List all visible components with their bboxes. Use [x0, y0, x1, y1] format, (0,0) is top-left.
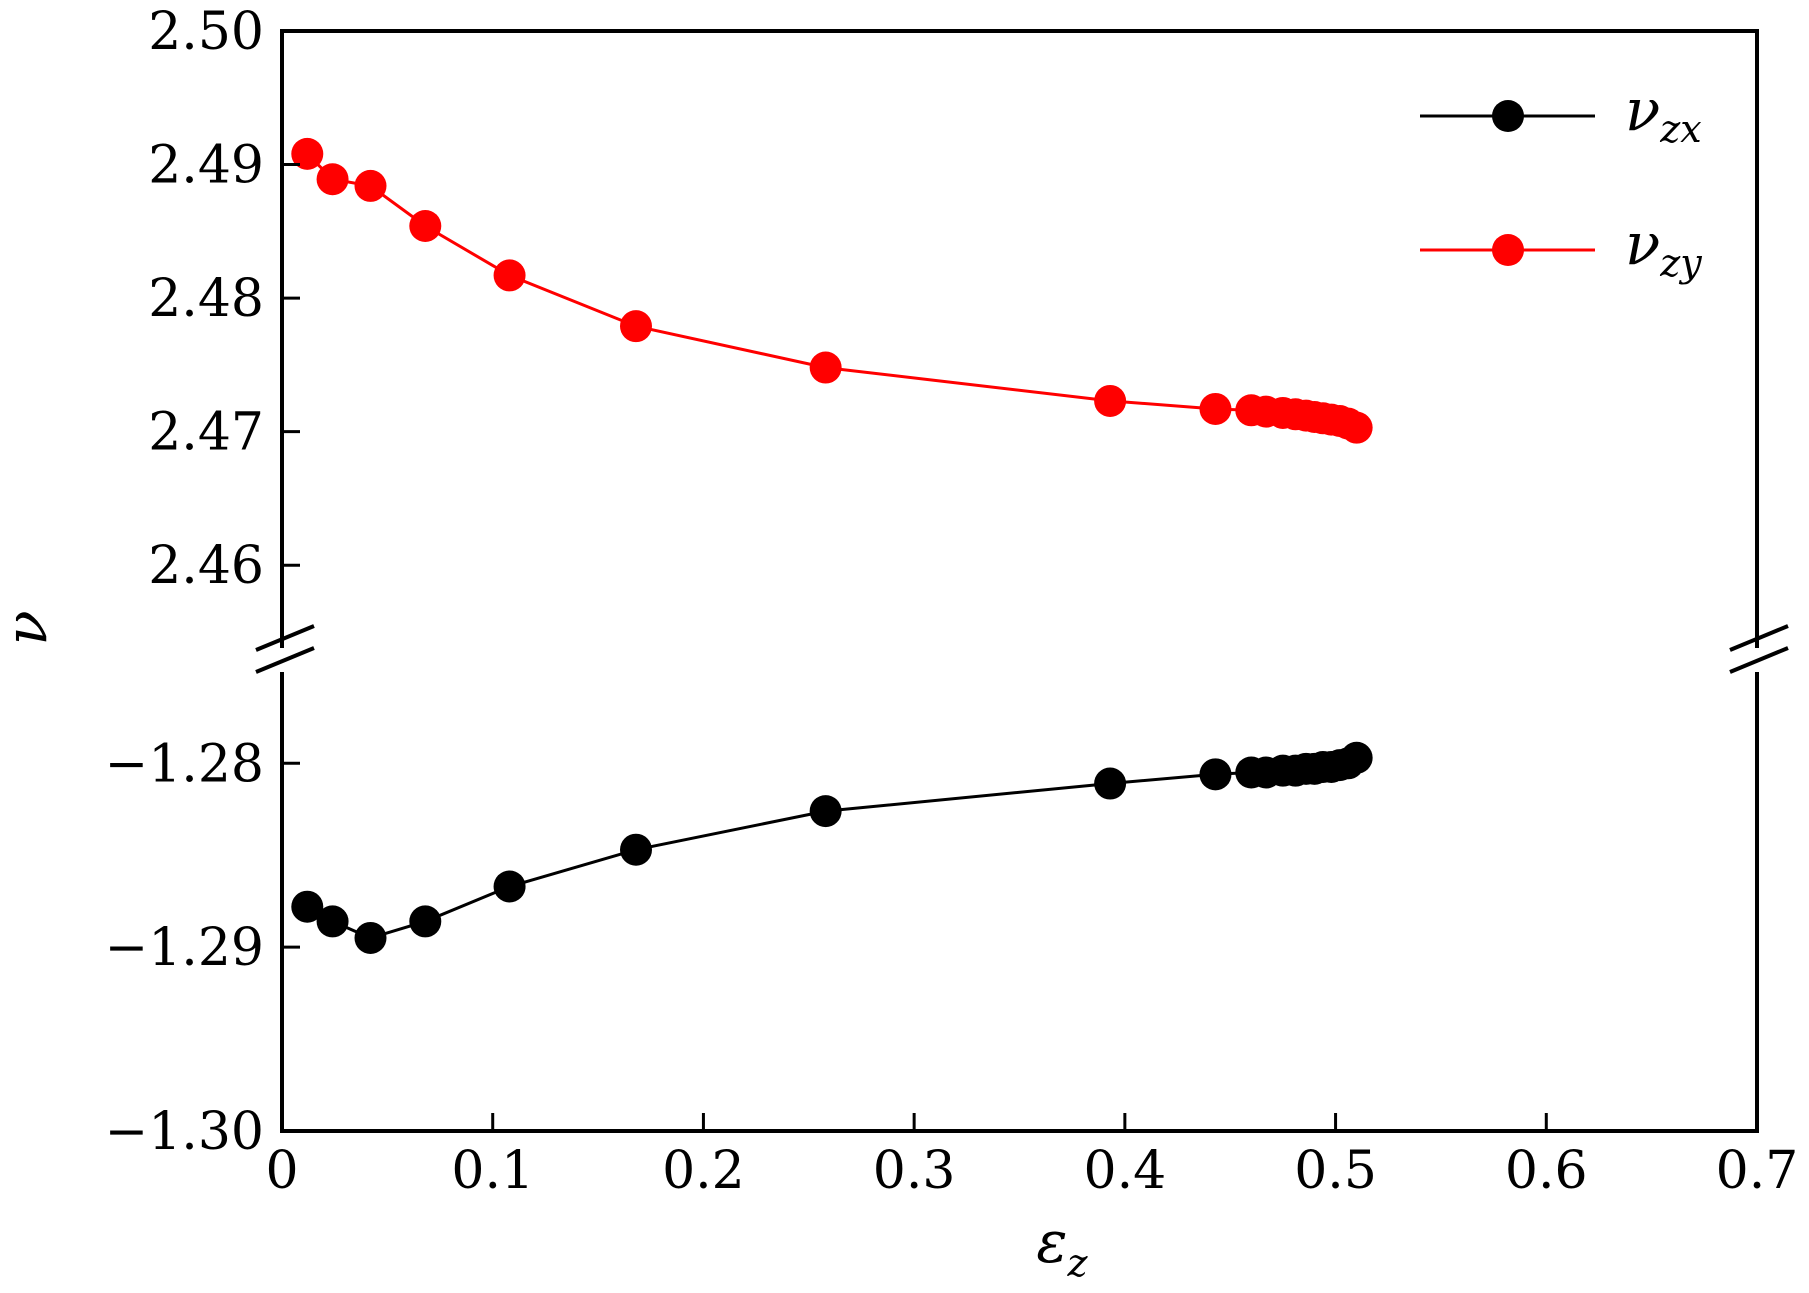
legend-item-zx: νzx: [1420, 76, 1702, 151]
legend-marker-zx: [1492, 100, 1524, 132]
data-point-zx: [409, 905, 442, 938]
y-tick-label: 2.50: [148, 2, 264, 62]
y-tick-label: −1.29: [105, 918, 264, 978]
x-tick-label: 0.5: [1294, 1141, 1377, 1201]
data-point-zy: [409, 209, 442, 242]
y-tick-label: 2.47: [148, 403, 264, 463]
y-tick-label: 2.49: [148, 136, 264, 196]
data-point-zx: [809, 795, 842, 828]
axis-ticks: 0 0.1 0.2 0.3 0.4 0.5 0.6 0.7 2.46 2.47 2.48 2.49 2.…: [105, 2, 1799, 1201]
x-tick-label: 0.1: [451, 1141, 534, 1201]
legend-marker-zy: [1492, 234, 1524, 266]
x-tick-label: 0.7: [1716, 1141, 1799, 1201]
data-point-zx: [1340, 741, 1373, 774]
data-point-zy: [620, 310, 652, 343]
x-tick-label: 0: [265, 1141, 298, 1201]
x-tick-label: 0.4: [1084, 1141, 1167, 1201]
data-point-zx: [1094, 767, 1127, 800]
data-point-zy: [1094, 384, 1127, 417]
y-tick-label: 2.48: [148, 269, 264, 329]
x-tick-label: 0.6: [1505, 1141, 1588, 1201]
chart-marks: [291, 137, 1373, 954]
data-point-zy: [316, 163, 349, 196]
legend-label-zx: νzx: [1625, 76, 1702, 151]
data-point-zy: [809, 351, 842, 384]
x-tick-label: 0.3: [873, 1141, 956, 1201]
data-point-zx: [1199, 758, 1232, 791]
series-line-zy: [306, 152, 1358, 430]
data-point-zx: [354, 921, 387, 954]
series-line-zx: [306, 756, 1358, 940]
x-tick-label: 0.2: [662, 1141, 745, 1201]
data-point-zy: [354, 169, 387, 202]
y-axis-label: ν: [0, 610, 60, 645]
plot-frame: [280, 29, 1759, 1133]
y-tick-label: −1.28: [105, 734, 264, 794]
axis-break-left: [255, 624, 315, 674]
data-point-zx: [493, 870, 526, 903]
data-point-zy: [1340, 411, 1373, 444]
data-point-zx: [316, 905, 349, 938]
x-axis-label: εz: [1036, 1208, 1088, 1285]
data-point-zy: [291, 137, 324, 170]
data-point-zx: [291, 890, 324, 923]
data-point-zy: [493, 259, 526, 292]
legend: νzx νzy: [1420, 76, 1702, 285]
y-tick-label: 2.46: [148, 536, 264, 596]
legend-item-zy: νzy: [1420, 210, 1702, 285]
y-tick-label: −1.30: [105, 1102, 264, 1162]
data-point-zy: [1199, 392, 1232, 425]
axis-break-right: [1729, 624, 1789, 674]
data-point-zx: [620, 833, 652, 866]
legend-label-zy: νzy: [1625, 210, 1702, 285]
